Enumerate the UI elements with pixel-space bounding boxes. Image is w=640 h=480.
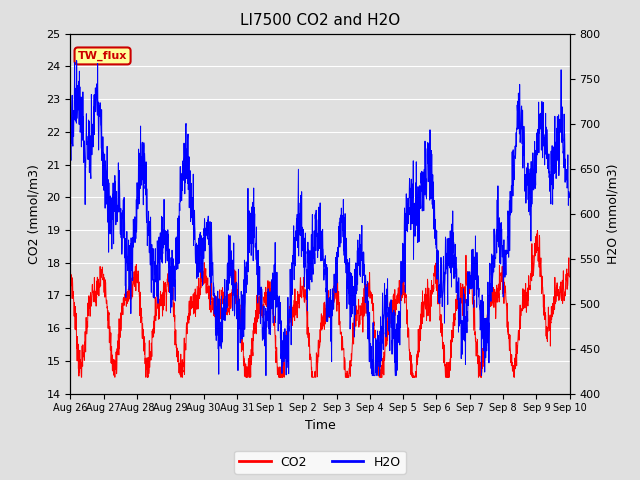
- Y-axis label: CO2 (mmol/m3): CO2 (mmol/m3): [28, 164, 41, 264]
- X-axis label: Time: Time: [305, 419, 335, 432]
- Legend: CO2, H2O: CO2, H2O: [234, 451, 406, 474]
- Title: LI7500 CO2 and H2O: LI7500 CO2 and H2O: [240, 13, 400, 28]
- Y-axis label: H2O (mmol/m3): H2O (mmol/m3): [606, 163, 619, 264]
- Text: TW_flux: TW_flux: [78, 51, 127, 61]
